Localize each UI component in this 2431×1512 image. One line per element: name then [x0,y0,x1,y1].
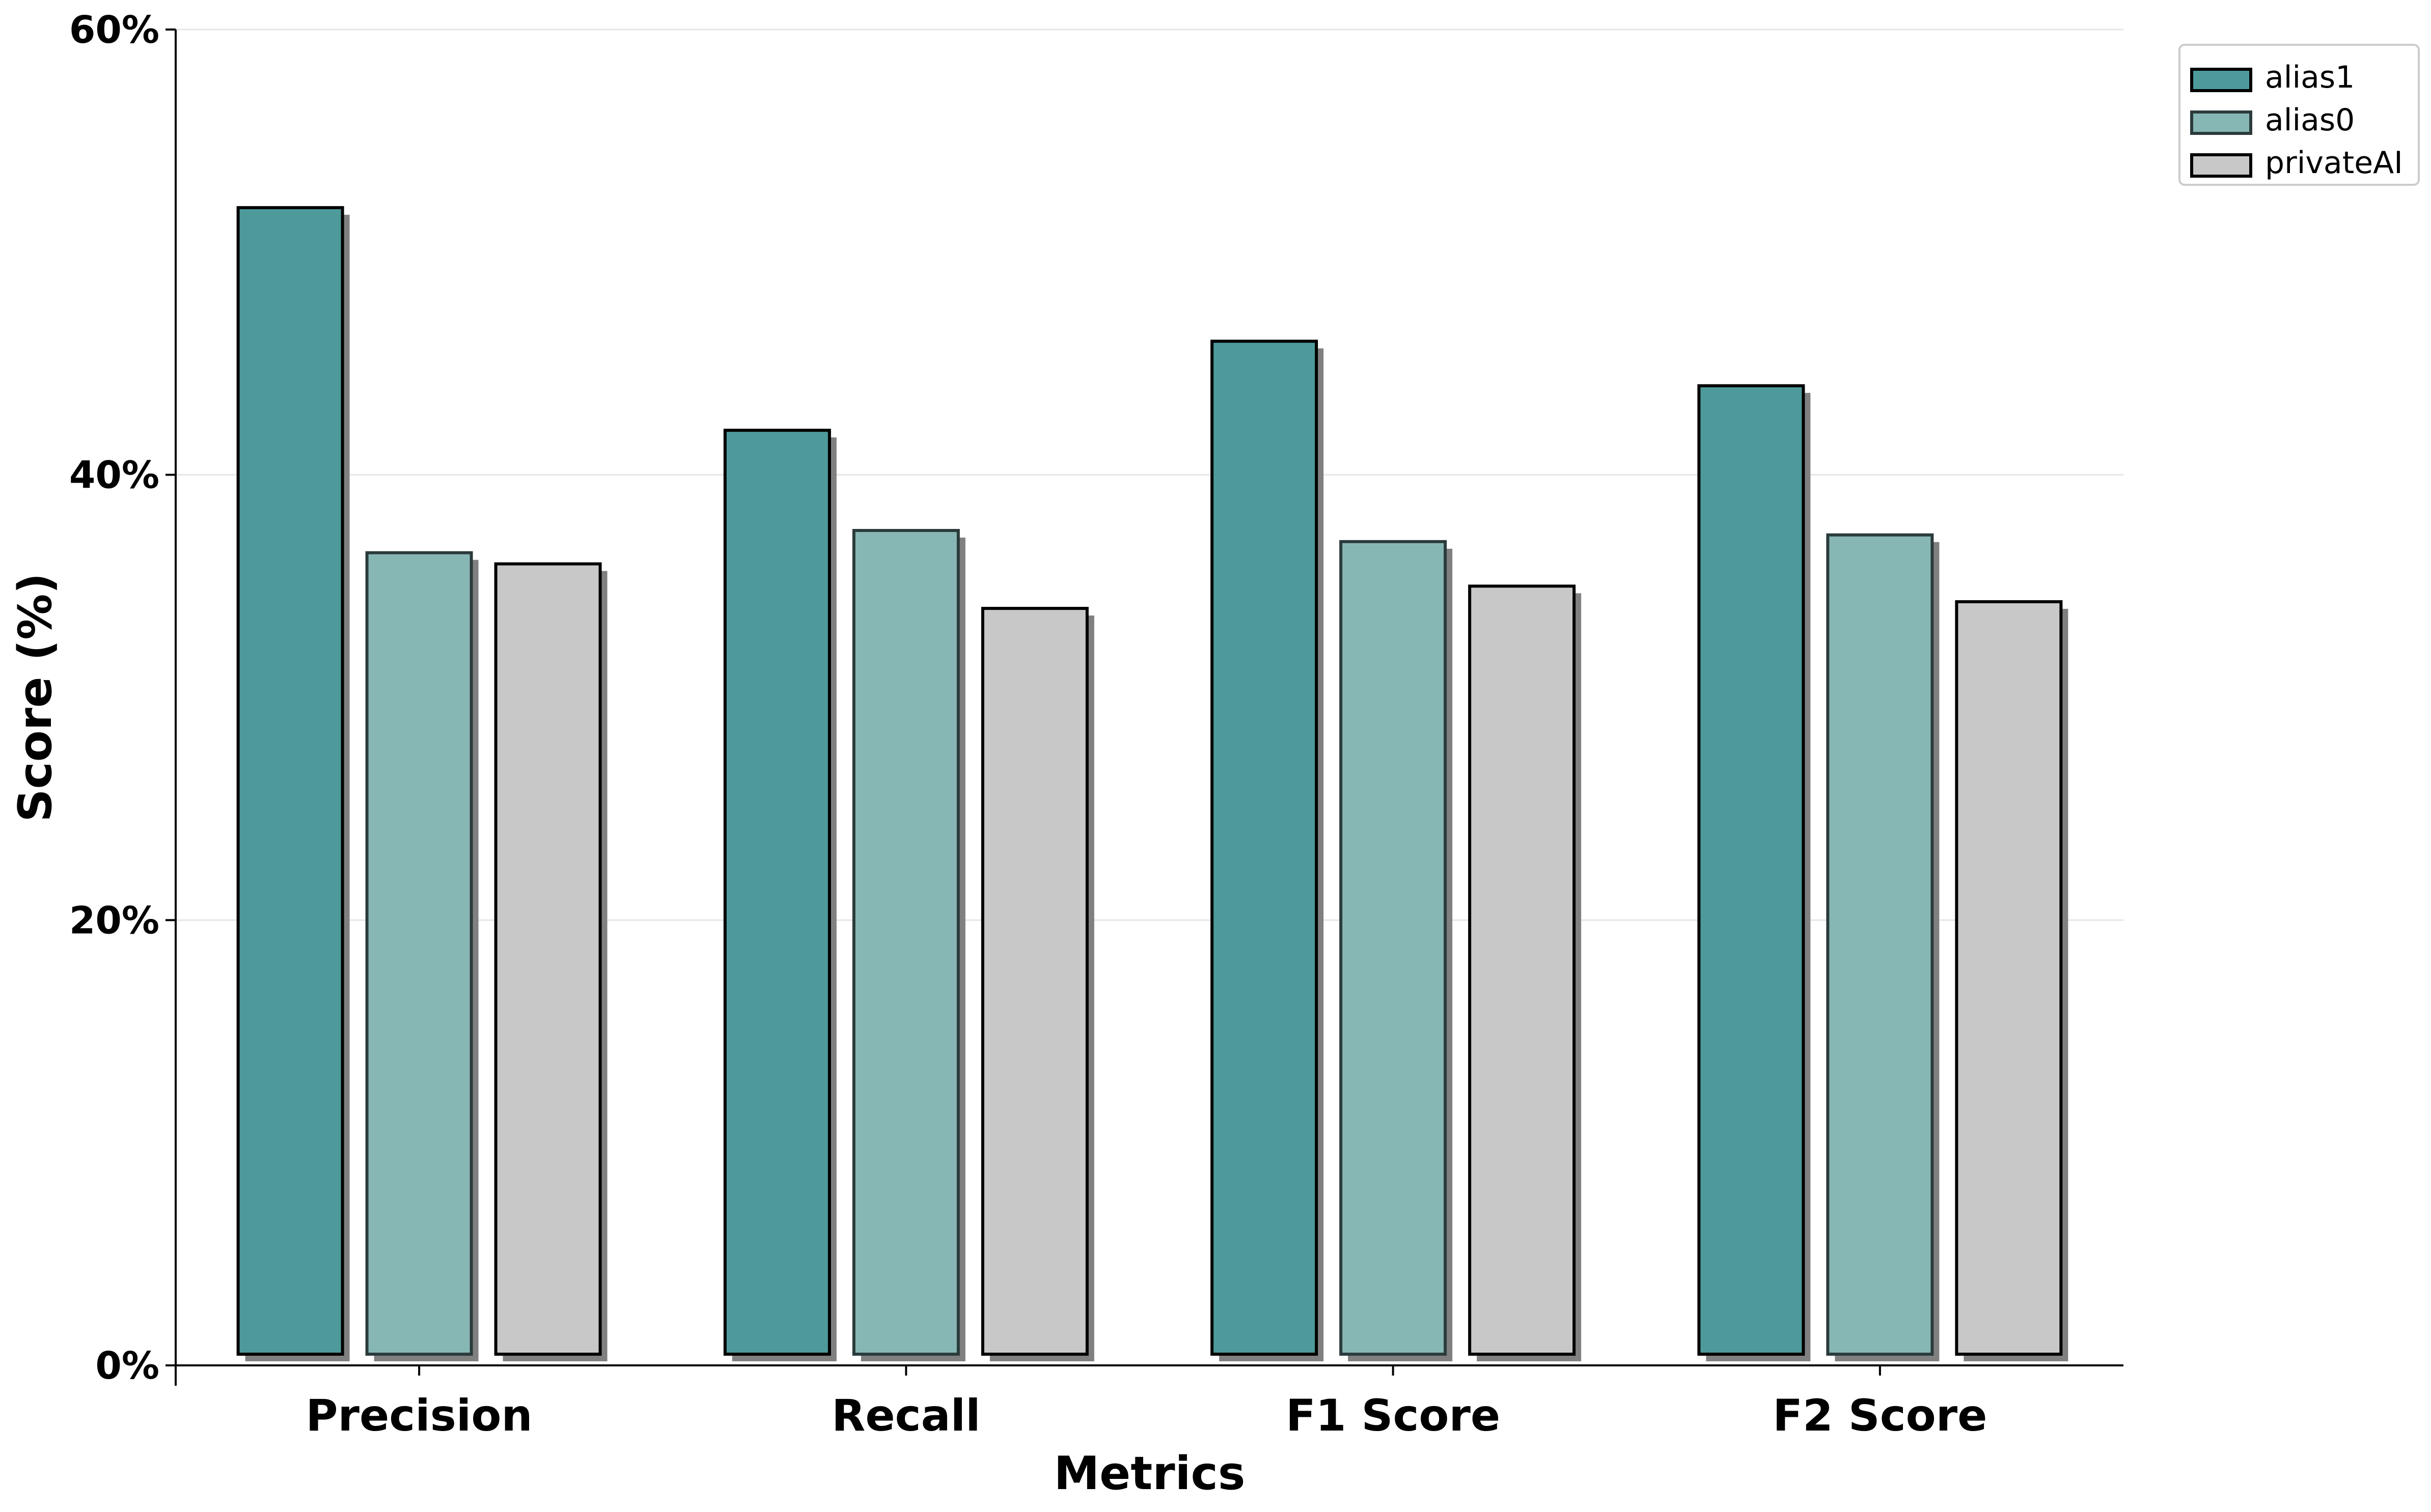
bar-privateAI-f1-score [1468,584,1576,1356]
bar-privateAI-recall [981,607,1089,1356]
legend: alias1 alias0 privateAI [2178,44,2420,186]
y-axis-title: Score (%) [9,573,62,822]
x-ticks: Precision Recall F1 Score F2 Score [306,1365,1987,1441]
bar-alias1-f1-score [1210,340,1318,1356]
y-ticks: 0% 20% 40% 60% [69,8,176,1388]
legend-label: privateAI [2265,145,2403,181]
bar-alias1-f2-score [1697,384,1805,1356]
x-tick-label: Precision [306,1390,533,1441]
bar-alias0-recall [852,529,960,1356]
bar-privateAI-f2-score [1955,600,2063,1356]
x-axis-title: Metrics [1054,1447,1246,1500]
axes [175,30,2123,1386]
bar-alias0-precision [365,551,473,1356]
y-tick-label: 20% [69,899,159,942]
legend-label: alias1 [2265,60,2355,95]
bar-alias0-f1-score [1339,540,1447,1356]
bar-alias0-f2-score [1826,533,1934,1356]
bars [236,206,2068,1362]
legend-swatch-alias0 [2190,110,2252,135]
x-tick-label: F1 Score [1286,1390,1500,1441]
x-tick-label: Recall [832,1390,981,1441]
y-tick-label: 60% [69,8,159,52]
y-tick-label: 40% [69,454,159,497]
bar-privateAI-precision [494,562,602,1356]
bar-alias1-recall [723,429,831,1356]
legend-swatch-privateAI [2190,153,2252,178]
legend-swatch-alias1 [2190,68,2252,92]
legend-label: alias0 [2265,102,2355,138]
bar-alias1-precision [236,206,344,1356]
y-tick-label: 0% [95,1344,159,1388]
x-tick-label: F2 Score [1773,1390,1987,1441]
